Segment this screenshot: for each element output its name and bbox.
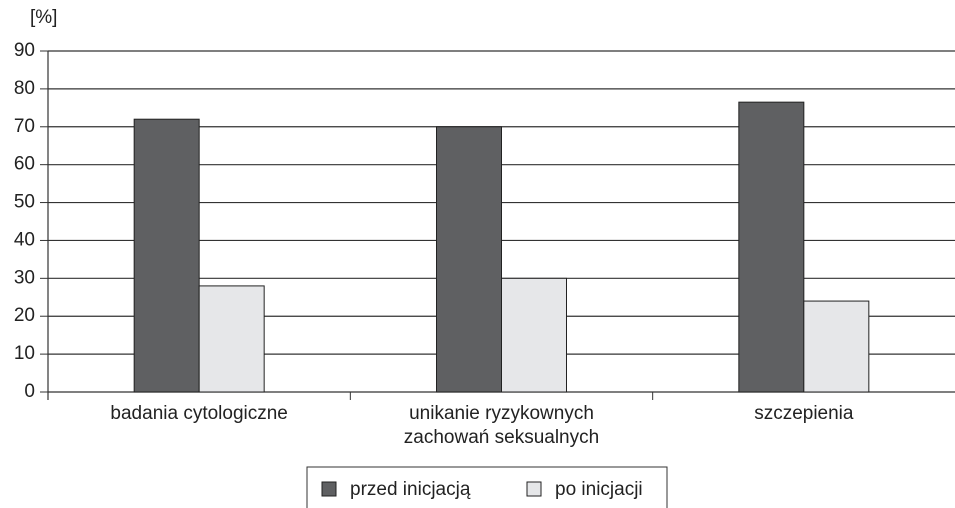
y-tick-label: 0 (24, 381, 35, 402)
y-tick-label: 90 (14, 40, 35, 61)
y-tick-label: 10 (14, 343, 35, 364)
x-tick-label: szczepienia (754, 403, 854, 424)
y-tick-label: 20 (14, 305, 35, 326)
bar (198, 285, 265, 393)
y-axis-label: [%] (30, 7, 57, 28)
y-tick-label: 70 (14, 116, 35, 137)
bar (436, 126, 502, 393)
legend-swatch (321, 481, 337, 497)
bar (738, 101, 805, 393)
legend-label: po inicjacji (555, 479, 643, 500)
legend-label: przed inicjacją (350, 479, 471, 500)
x-tick-label: unikanie ryzykownych zachowań seksualnyc… (403, 403, 600, 448)
legend-box (306, 466, 668, 508)
y-tick-label: 50 (14, 192, 35, 213)
y-tick-label: 60 (14, 154, 35, 175)
bar (501, 277, 567, 393)
bar (133, 118, 200, 393)
bar (803, 300, 870, 393)
y-tick-label: 30 (14, 267, 35, 288)
x-tick-label: badania cytologiczne (110, 403, 288, 424)
y-tick-label: 40 (14, 229, 35, 250)
y-tick-label: 80 (14, 78, 35, 99)
legend-swatch (526, 481, 542, 497)
